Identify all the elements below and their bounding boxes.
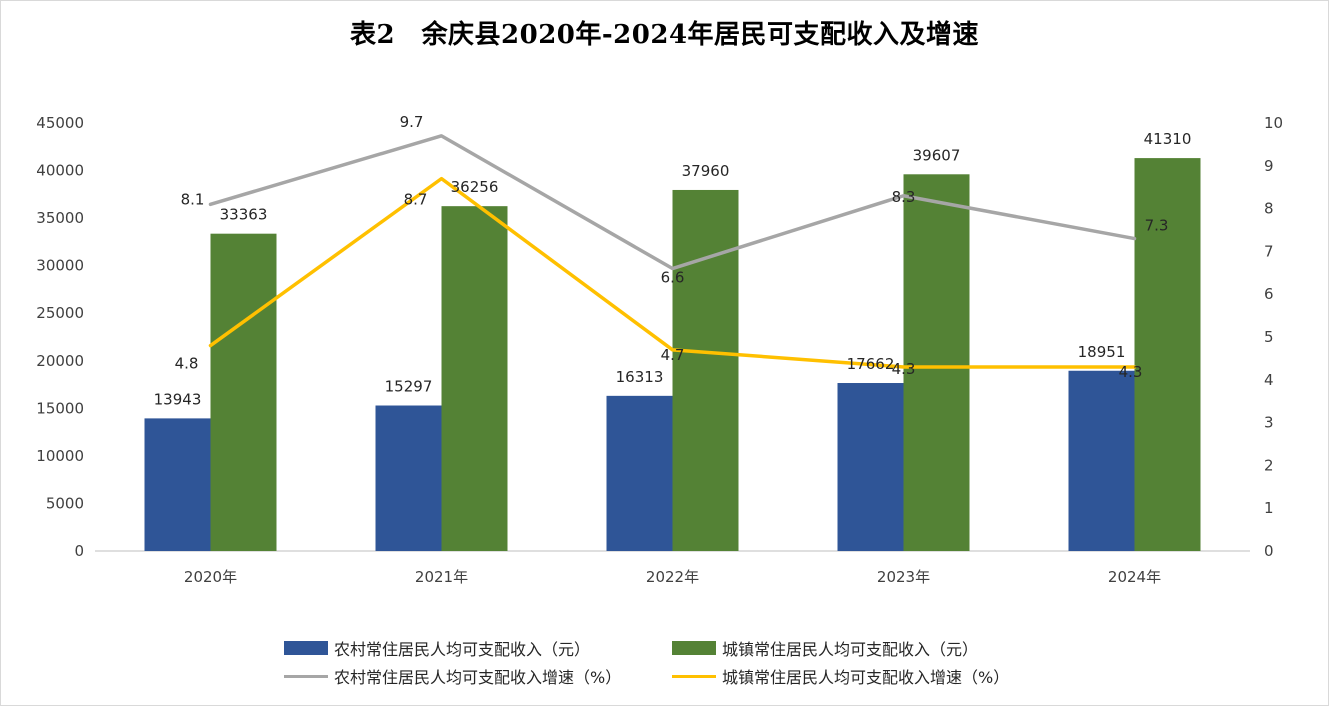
legend-swatch-urban-income xyxy=(672,641,716,655)
bar-urban-income xyxy=(672,189,739,551)
y-right-tick-label: 10 xyxy=(1264,114,1283,132)
y-left-tick-label: 0 xyxy=(74,542,84,560)
x-tick-label: 2022年 xyxy=(646,568,699,586)
y-right-tick-label: 3 xyxy=(1264,414,1274,432)
legend-item-rural-income: 农村常住居民人均可支配收入（元） xyxy=(284,636,590,660)
data-label-urban-growth: 8.7 xyxy=(404,191,428,209)
x-tick-label: 2021年 xyxy=(415,568,468,586)
y-left-tick-label: 20000 xyxy=(36,352,84,370)
y-right-tick-label: 4 xyxy=(1264,371,1274,389)
bar-rural-income xyxy=(837,383,904,551)
data-label-urban-income: 37960 xyxy=(682,162,730,180)
x-tick-label: 2023年 xyxy=(877,568,930,586)
y-right-tick-label: 6 xyxy=(1264,285,1274,303)
data-label-urban-income: 41310 xyxy=(1144,130,1192,148)
legend-swatch-urban-growth xyxy=(672,674,716,678)
data-label-urban-growth: 4.3 xyxy=(1119,363,1143,381)
data-label-rural-growth: 8.3 xyxy=(892,188,916,206)
legend-label-rural-growth: 农村常住居民人均可支配收入增速（%） xyxy=(334,668,622,687)
x-tick-label: 2020年 xyxy=(184,568,237,586)
y-left-tick-label: 10000 xyxy=(36,447,84,465)
data-label-rural-growth: 9.7 xyxy=(400,113,424,131)
data-label-rural-income: 15297 xyxy=(385,378,433,396)
y-left-tick-label: 5000 xyxy=(46,494,84,512)
bar-rural-income xyxy=(1068,370,1135,551)
data-label-urban-income: 33363 xyxy=(220,206,268,224)
x-tick-label: 2024年 xyxy=(1108,568,1161,586)
bar-urban-income xyxy=(441,206,508,551)
y-right-tick-label: 0 xyxy=(1264,542,1274,560)
data-label-urban-growth: 4.3 xyxy=(892,360,916,378)
data-label-rural-growth: 6.6 xyxy=(661,269,685,287)
data-label-rural-income: 17662 xyxy=(847,355,895,373)
y-left-tick-label: 30000 xyxy=(36,257,84,275)
line-urban-growth xyxy=(208,176,1137,369)
y-right-tick-label: 8 xyxy=(1264,200,1274,218)
bar-urban-income xyxy=(903,174,970,551)
bar-rural-income xyxy=(606,395,673,551)
y-left-tick-label: 25000 xyxy=(36,304,84,322)
bar-urban-income xyxy=(1134,158,1201,551)
y-left-tick-label: 40000 xyxy=(36,162,84,180)
y-right-tick-label: 9 xyxy=(1264,157,1274,175)
data-label-urban-income: 39607 xyxy=(913,146,961,164)
legend-label-urban-income: 城镇常住居民人均可支配收入（元） xyxy=(722,640,979,659)
legend-item-urban-income: 城镇常住居民人均可支配收入（元） xyxy=(672,636,978,660)
y-right-tick-label: 2 xyxy=(1264,456,1274,474)
data-label-rural-income: 18951 xyxy=(1078,343,1126,361)
y-right-tick-label: 5 xyxy=(1264,328,1274,346)
legend-swatch-rural-income xyxy=(284,641,328,655)
data-label-rural-income: 13943 xyxy=(154,390,202,408)
y-right-tick-label: 7 xyxy=(1264,242,1274,260)
data-label-rural-growth: 8.1 xyxy=(181,190,205,208)
data-label-urban-income: 36256 xyxy=(451,178,499,196)
legend-label-rural-income: 农村常住居民人均可支配收入（元） xyxy=(334,640,591,659)
line-rural-growth xyxy=(208,134,1137,271)
data-label-urban-growth: 4.8 xyxy=(175,355,199,373)
bar-urban-income xyxy=(210,233,277,552)
y-right-tick-label: 1 xyxy=(1264,499,1274,517)
legend-item-rural-growth: 农村常住居民人均可支配收入增速（%） xyxy=(284,664,621,688)
data-label-urban-growth: 4.7 xyxy=(661,346,685,364)
legend-item-urban-growth: 城镇常住居民人均可支配收入增速（%） xyxy=(672,664,1009,688)
chart-title: 表2 余庆县2020年-2024年居民可支配收入及增速 xyxy=(349,20,980,50)
y-left-tick-label: 15000 xyxy=(36,399,84,417)
y-left-tick-label: 45000 xyxy=(36,114,84,132)
y-left-tick-label: 35000 xyxy=(36,209,84,227)
bar-rural-income xyxy=(375,405,442,551)
bar-rural-income xyxy=(144,418,211,551)
legend-label-urban-growth: 城镇常住居民人均可支配收入增速（%） xyxy=(722,668,1010,687)
data-label-rural-growth: 7.3 xyxy=(1145,217,1169,235)
data-label-rural-income: 16313 xyxy=(616,368,664,386)
legend-swatch-rural-growth xyxy=(284,674,328,678)
